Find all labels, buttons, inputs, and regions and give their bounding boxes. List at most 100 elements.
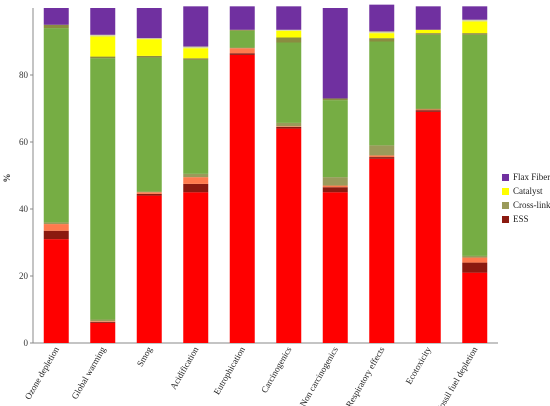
- bar-segment: [136, 55, 162, 58]
- y-tick-label: 20: [19, 271, 29, 281]
- bar-segment: [229, 6, 255, 30]
- bar-segment: [136, 8, 162, 39]
- bar-segment: [136, 191, 162, 193]
- bar-segment: [136, 38, 162, 40]
- legend-swatch: [502, 216, 509, 223]
- bar-segment: [136, 195, 162, 343]
- bar-segment: [276, 128, 302, 343]
- bar-segment: [462, 33, 488, 35]
- x-tick-label: Smog: [135, 345, 154, 369]
- bar-segment: [90, 56, 116, 59]
- bar-segment: [369, 33, 395, 39]
- bar-segment: [369, 4, 395, 32]
- bar-segment: [369, 31, 395, 34]
- bar-segment: [462, 21, 488, 34]
- legend-label: Cross-linker: [513, 200, 550, 210]
- bar-segment: [276, 126, 302, 129]
- bar-segment: [322, 100, 348, 178]
- y-tick-label: 40: [19, 204, 29, 214]
- bar-segment: [276, 122, 302, 127]
- bar-segment: [462, 257, 488, 263]
- bar-segment: [90, 58, 116, 320]
- bar-segment: [90, 36, 116, 57]
- bar-segment: [415, 108, 441, 110]
- bar-segment: [90, 34, 116, 37]
- bar-segment: [462, 262, 488, 273]
- bar-segment: [183, 46, 209, 49]
- bar-segment: [183, 183, 209, 193]
- bar-segment: [276, 126, 302, 127]
- bar-segment: [90, 321, 116, 322]
- bar-segment: [276, 29, 302, 31]
- bar-segment: [322, 98, 348, 101]
- bar-segment: [369, 41, 395, 146]
- bar-segment: [90, 8, 116, 35]
- bar-segment: [183, 48, 209, 59]
- bar-segment: [462, 34, 488, 256]
- x-tick-label: Ozone depletion: [23, 345, 62, 402]
- bar-segment: [276, 42, 302, 123]
- bar-segment: [43, 24, 69, 29]
- legend: Flax Fiber Catalyst Cross-linker ESS: [502, 172, 550, 224]
- bar-segment: [322, 177, 348, 186]
- x-tick-label: Fossil fuel depletion: [434, 345, 480, 406]
- bar-segment: [322, 192, 348, 343]
- bar-segment: [369, 145, 395, 156]
- bar-segment: [229, 54, 255, 344]
- bar-segment: [322, 187, 348, 193]
- bar-segment: [90, 319, 116, 322]
- bar-segment: [136, 39, 162, 56]
- x-tick-label: Carcinogenics: [259, 345, 294, 395]
- x-tick-label: Ecotoxicity: [404, 345, 434, 386]
- category-labels: Ozone depletion Global warming Smog Acidifi…: [23, 345, 480, 406]
- bar-segment: [322, 185, 348, 188]
- bar-segment: [43, 230, 69, 240]
- bar-segment: [276, 30, 302, 38]
- x-tick-label: Eutrophication: [212, 345, 248, 397]
- bar-segment: [183, 58, 209, 60]
- bar-segment: [183, 173, 209, 178]
- bar-segment: [136, 57, 162, 192]
- bar-segment: [462, 6, 488, 20]
- bar-segment: [183, 59, 209, 174]
- bar-segment: [415, 34, 441, 109]
- bar-segment: [369, 157, 395, 159]
- y-tick-label: 0: [24, 338, 29, 348]
- bar-segment: [183, 192, 209, 343]
- bar-segment: [43, 8, 69, 25]
- bar-segment: [415, 110, 441, 112]
- legend-label: Catalyst: [513, 186, 543, 196]
- bar-segment: [415, 111, 441, 343]
- bar-segment: [462, 272, 488, 343]
- bar-segment: [43, 222, 69, 225]
- bar-segment: [43, 239, 69, 343]
- bar-segment: [43, 224, 69, 231]
- bar-segment: [415, 6, 441, 30]
- legend-label: Flax Fiber: [513, 172, 550, 182]
- bar-segment: [229, 47, 255, 49]
- x-tick-label: Respiratory effects: [344, 345, 387, 406]
- legend-swatch: [502, 202, 509, 209]
- x-tick-label: Non carcinogenics: [298, 345, 341, 406]
- bar-segment: [90, 321, 116, 323]
- bar-segment: [369, 38, 395, 42]
- bar-segment: [136, 193, 162, 196]
- bar-segment: [462, 255, 488, 258]
- legend-label: ESS: [513, 214, 529, 224]
- y-axis-label: %: [2, 174, 12, 183]
- bar-segment: [229, 53, 255, 55]
- bar-segment: [136, 192, 162, 194]
- x-tick-label: Global warming: [69, 345, 107, 401]
- bar-segment: [322, 8, 348, 99]
- bar-segment: [229, 29, 255, 31]
- bar-segment: [369, 155, 395, 158]
- bar-segment: [90, 322, 116, 343]
- legend-swatch: [502, 174, 509, 181]
- bar-segment: [276, 6, 302, 30]
- bar-segment: [369, 158, 395, 343]
- bars: [43, 4, 488, 344]
- y-tick-label: 80: [19, 70, 29, 80]
- bar-segment: [415, 29, 441, 34]
- bar-segment: [415, 109, 441, 111]
- bar-segment: [415, 33, 441, 35]
